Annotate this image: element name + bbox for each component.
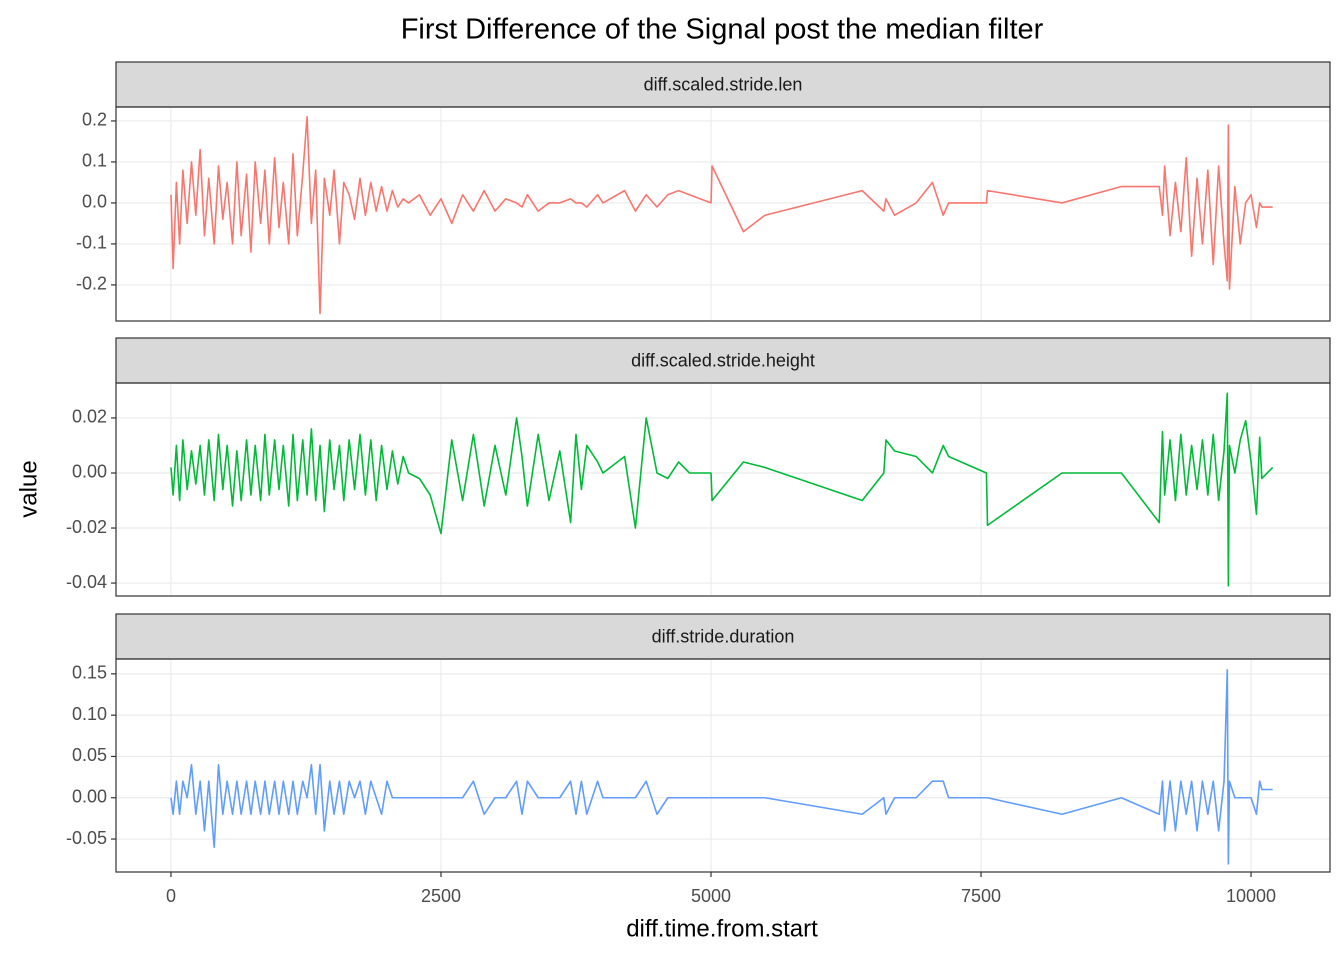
x-tick-label: 7500 bbox=[961, 886, 1001, 906]
x-tick-label: 2500 bbox=[421, 886, 461, 906]
y-axis-title: value bbox=[15, 460, 42, 517]
y-tick-label: -0.1 bbox=[76, 233, 107, 253]
y-tick-label: -0.02 bbox=[66, 517, 107, 537]
panel-border bbox=[115, 106, 1331, 322]
panel-border bbox=[115, 382, 1331, 597]
y-tick-label: 0.2 bbox=[82, 110, 107, 130]
strip bbox=[115, 61, 1331, 108]
y-tick-label: 0.00 bbox=[72, 787, 107, 807]
strip bbox=[115, 337, 1331, 384]
strip-label: diff.scaled.stride.len bbox=[644, 74, 803, 94]
y-tick-label: 0.00 bbox=[72, 462, 107, 482]
y-tick-label: 0.0 bbox=[82, 192, 107, 212]
y-tick-label: -0.05 bbox=[66, 828, 107, 848]
x-tick-label: 5000 bbox=[691, 886, 731, 906]
series-line bbox=[170, 116, 1273, 315]
y-tick-label: 0.1 bbox=[82, 151, 107, 171]
series-line bbox=[170, 668, 1273, 865]
series-line bbox=[170, 392, 1274, 587]
y-tick-label: 0.10 bbox=[72, 704, 107, 724]
y-tick-label: -0.2 bbox=[76, 274, 107, 294]
y-tick-label: 0.02 bbox=[72, 407, 107, 427]
y-tick-label: 0.15 bbox=[72, 663, 107, 683]
x-axis-title: diff.time.from.start bbox=[626, 915, 818, 942]
chart-title: First Difference of the Signal post the … bbox=[401, 14, 1044, 46]
x-tick-label: 10000 bbox=[1226, 886, 1276, 906]
x-tick-label: 0 bbox=[166, 886, 176, 906]
strip-label: diff.scaled.stride.height bbox=[631, 350, 815, 370]
strip bbox=[115, 613, 1331, 660]
y-tick-label: -0.04 bbox=[66, 572, 107, 592]
strip-label: diff.stride.duration bbox=[652, 626, 795, 646]
y-tick-label: 0.05 bbox=[72, 745, 107, 765]
panel-border bbox=[115, 658, 1331, 873]
